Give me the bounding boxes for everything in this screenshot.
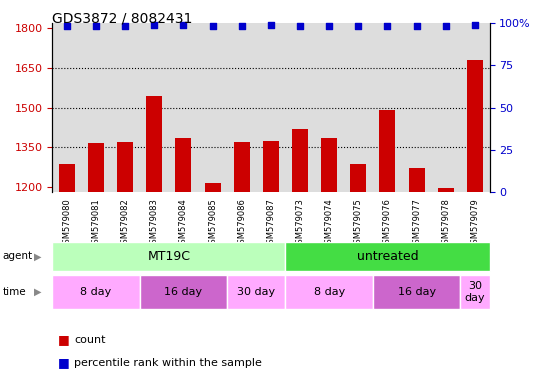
Point bbox=[208, 23, 217, 30]
Bar bbox=[263, 141, 279, 192]
Point bbox=[91, 23, 100, 30]
Point bbox=[441, 23, 450, 30]
Bar bbox=[373, 275, 460, 309]
Point bbox=[179, 22, 188, 28]
Text: percentile rank within the sample: percentile rank within the sample bbox=[74, 358, 262, 368]
Point bbox=[266, 22, 275, 28]
Bar bbox=[140, 275, 227, 309]
Point bbox=[383, 23, 392, 30]
Text: GDS3872 / 8082431: GDS3872 / 8082431 bbox=[52, 12, 192, 25]
Bar bbox=[59, 164, 75, 192]
Text: ■: ■ bbox=[58, 333, 69, 346]
Bar bbox=[52, 242, 285, 271]
Bar bbox=[205, 183, 221, 192]
Text: count: count bbox=[74, 335, 106, 345]
Bar bbox=[52, 275, 140, 309]
Bar bbox=[321, 138, 337, 192]
Text: 16 day: 16 day bbox=[398, 287, 436, 297]
Text: ▶: ▶ bbox=[34, 251, 42, 262]
Text: MT19C: MT19C bbox=[147, 250, 190, 263]
Bar bbox=[234, 142, 250, 192]
Point bbox=[296, 23, 305, 30]
Bar bbox=[438, 188, 454, 192]
Bar bbox=[146, 96, 162, 192]
Bar bbox=[350, 164, 366, 192]
Bar bbox=[175, 138, 191, 192]
Point bbox=[354, 23, 363, 30]
Point bbox=[63, 23, 72, 30]
Point bbox=[121, 23, 130, 30]
Text: agent: agent bbox=[3, 251, 33, 262]
Bar bbox=[460, 275, 490, 309]
Text: 8 day: 8 day bbox=[80, 287, 112, 297]
Text: 8 day: 8 day bbox=[314, 287, 345, 297]
Bar bbox=[117, 142, 133, 192]
Text: 16 day: 16 day bbox=[164, 287, 202, 297]
Text: ▶: ▶ bbox=[34, 287, 42, 297]
Point bbox=[237, 23, 246, 30]
Text: 30 day: 30 day bbox=[237, 287, 276, 297]
Text: untreated: untreated bbox=[356, 250, 419, 263]
Bar bbox=[88, 143, 104, 192]
Text: 30
day: 30 day bbox=[465, 281, 485, 303]
Bar bbox=[285, 242, 490, 271]
Point bbox=[324, 23, 333, 30]
Point bbox=[150, 22, 158, 28]
Point bbox=[412, 23, 421, 30]
Point bbox=[470, 22, 479, 28]
Bar bbox=[292, 129, 308, 192]
Bar bbox=[379, 110, 395, 192]
Text: ■: ■ bbox=[58, 356, 69, 369]
Bar bbox=[409, 168, 425, 192]
Bar bbox=[467, 60, 483, 192]
Bar bbox=[227, 275, 285, 309]
Text: time: time bbox=[3, 287, 26, 297]
Bar bbox=[285, 275, 373, 309]
